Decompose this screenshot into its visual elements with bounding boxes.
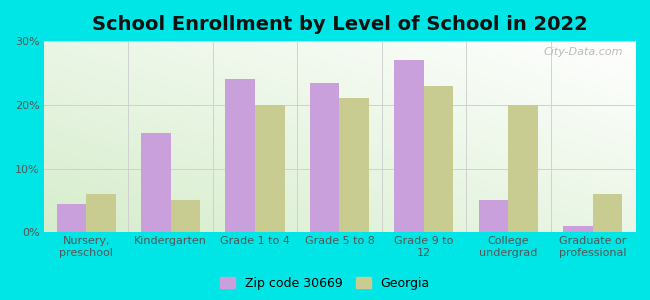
Text: City-Data.com: City-Data.com (543, 47, 623, 57)
Bar (564, 226, 593, 232)
Bar (226, 79, 255, 232)
Bar (310, 82, 339, 232)
Bar (57, 204, 86, 232)
Title: School Enrollment by Level of School in 2022: School Enrollment by Level of School in … (92, 15, 588, 34)
Bar (255, 105, 285, 232)
Bar (479, 200, 508, 232)
Legend: Zip code 30669, Georgia: Zip code 30669, Georgia (216, 273, 434, 294)
Bar (141, 134, 170, 232)
Bar (508, 105, 538, 232)
Bar (339, 98, 369, 232)
Bar (593, 194, 622, 232)
Bar (395, 60, 424, 232)
Bar (86, 194, 116, 232)
Bar (170, 200, 200, 232)
Bar (424, 86, 454, 232)
